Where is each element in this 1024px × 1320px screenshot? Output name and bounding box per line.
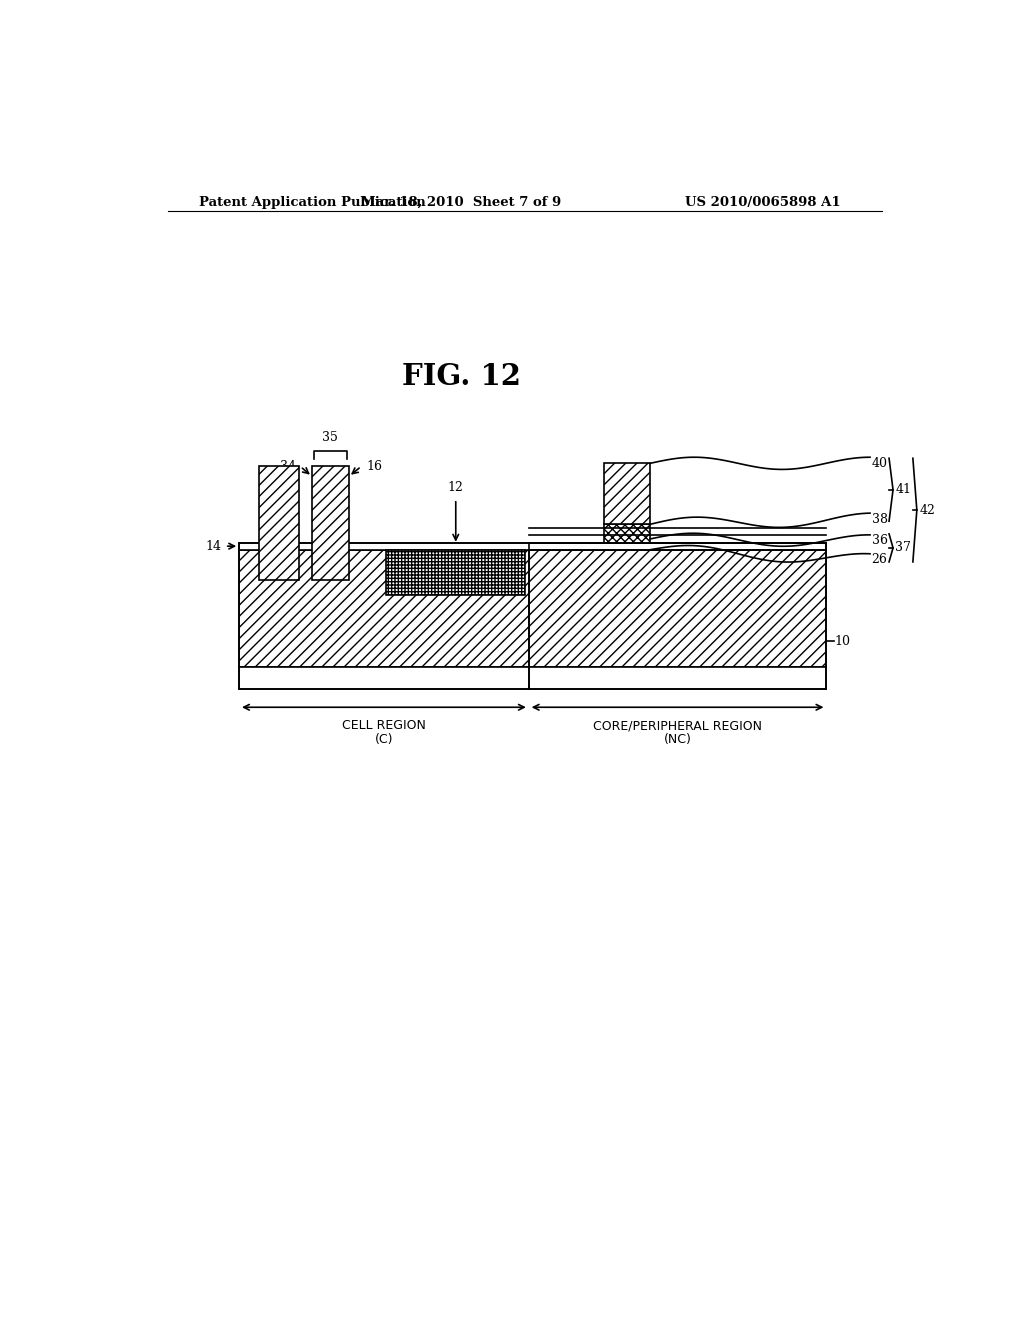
Text: 38: 38 bbox=[871, 512, 888, 525]
Bar bbox=[312, 466, 348, 581]
Bar bbox=[604, 463, 650, 524]
Bar bbox=[240, 549, 826, 667]
Text: 42: 42 bbox=[920, 503, 935, 516]
Bar bbox=[386, 549, 524, 595]
Bar bbox=[604, 524, 650, 543]
Bar bbox=[240, 543, 826, 549]
Text: (NC): (NC) bbox=[664, 733, 691, 746]
Text: 12: 12 bbox=[447, 480, 464, 494]
Bar bbox=[240, 667, 826, 689]
Text: 41: 41 bbox=[895, 483, 911, 496]
Bar bbox=[259, 466, 299, 581]
Text: 26: 26 bbox=[871, 553, 888, 566]
Text: 34: 34 bbox=[281, 459, 296, 473]
Text: 36: 36 bbox=[871, 535, 888, 548]
Text: 40: 40 bbox=[871, 457, 888, 470]
Text: CELL REGION: CELL REGION bbox=[342, 719, 426, 733]
Bar bbox=[604, 463, 650, 524]
Text: FIG. 12: FIG. 12 bbox=[401, 363, 521, 392]
Bar bbox=[386, 549, 524, 595]
Text: 14: 14 bbox=[206, 540, 221, 553]
Text: 10: 10 bbox=[835, 635, 850, 648]
Text: (C): (C) bbox=[375, 733, 393, 746]
Text: 37: 37 bbox=[895, 541, 911, 554]
Bar bbox=[259, 466, 299, 581]
Bar bbox=[604, 524, 650, 543]
Text: 16: 16 bbox=[367, 459, 382, 473]
Text: CORE/PERIPHERAL REGION: CORE/PERIPHERAL REGION bbox=[593, 719, 762, 733]
Bar bbox=[312, 466, 348, 581]
Text: US 2010/0065898 A1: US 2010/0065898 A1 bbox=[685, 195, 841, 209]
Text: Mar. 18, 2010  Sheet 7 of 9: Mar. 18, 2010 Sheet 7 of 9 bbox=[361, 195, 561, 209]
Text: Patent Application Publication: Patent Application Publication bbox=[200, 195, 426, 209]
Text: 35: 35 bbox=[323, 432, 338, 444]
